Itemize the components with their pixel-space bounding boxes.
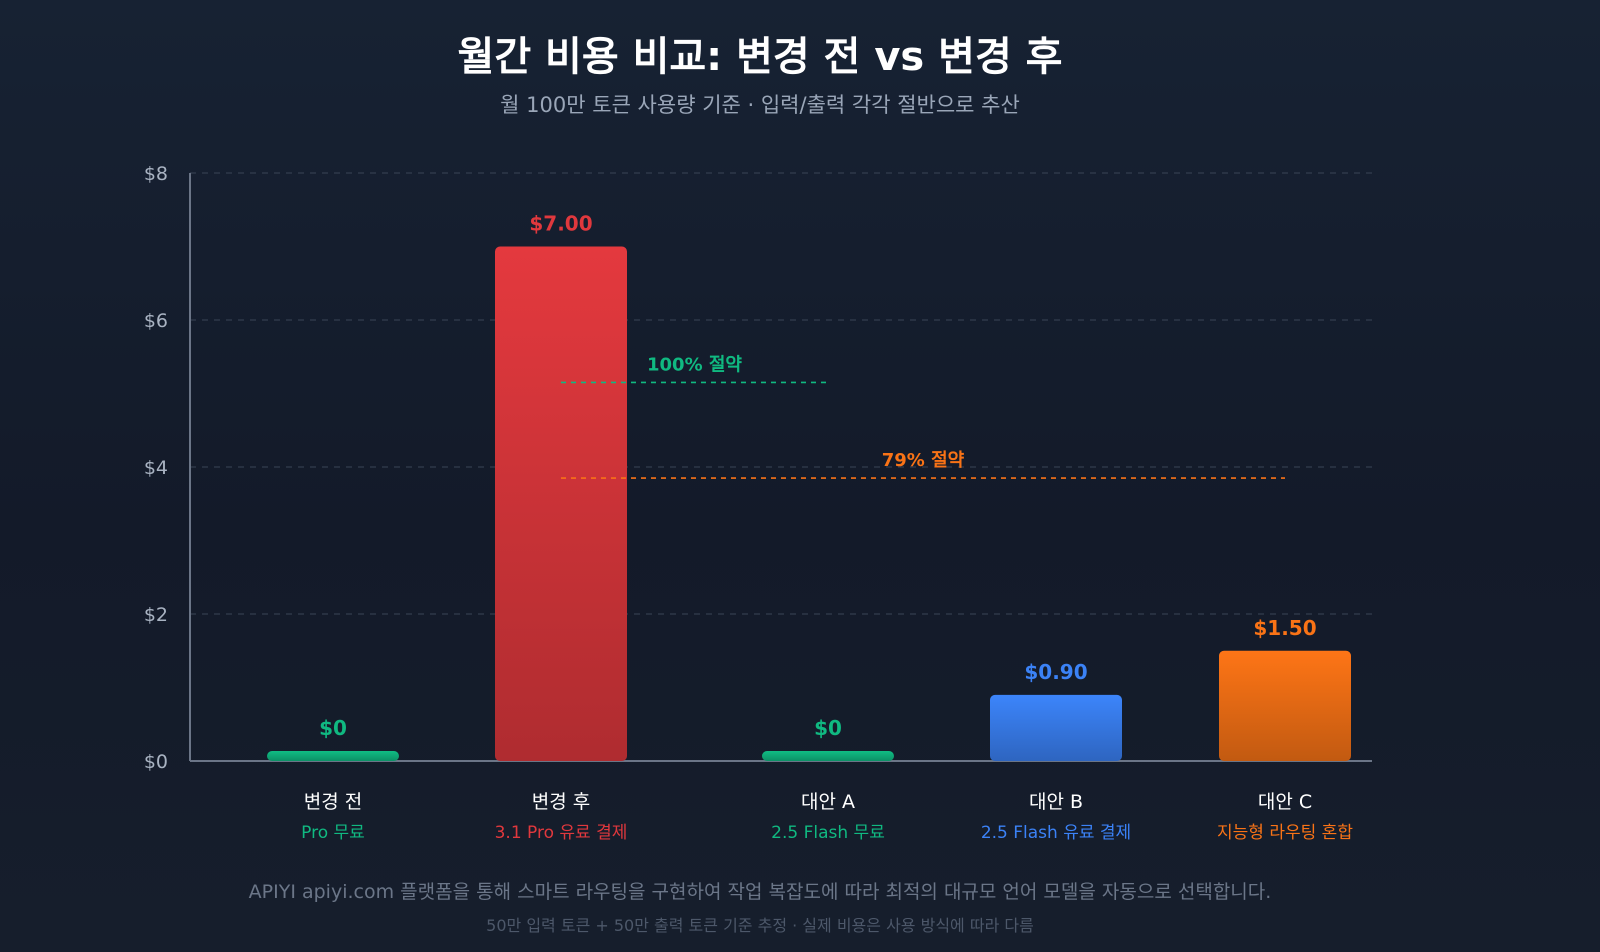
x-tick-sublabel: 2.5 Flash 무료 — [771, 823, 885, 843]
annotation-layer: 100% 절약 79% 절약 — [561, 353, 1285, 479]
bar — [762, 751, 894, 761]
x-tick-label: 대안 C — [1258, 791, 1312, 813]
footer-note: APIYI apiyi.com 플랫폼을 통해 스마트 라우팅을 구현하여 작업… — [249, 881, 1272, 903]
savings-label: 100% 절약 — [647, 353, 742, 375]
y-tick-label: $2 — [144, 604, 168, 626]
bar — [990, 694, 1122, 761]
y-tick-label: $4 — [144, 457, 168, 479]
data-label: $1.50 — [1253, 616, 1316, 640]
bar — [1219, 650, 1351, 761]
y-tick-label: $6 — [144, 310, 168, 332]
data-label: $7.00 — [529, 212, 592, 236]
savings-label: 79% 절약 — [882, 449, 965, 471]
x-tick-sublabel: 3.1 Pro 유료 결제 — [495, 823, 628, 843]
grid-layer: $0 $2 $4 $6 $8 — [144, 163, 1372, 773]
y-tick-label: $0 — [144, 751, 168, 773]
x-tick-sublabel: Pro 무료 — [301, 823, 365, 843]
x-tick-label: 대안 B — [1029, 791, 1083, 813]
bar-layer — [267, 246, 1351, 761]
footer-disclaimer: 50만 입력 토큰 + 50만 출력 토큰 기준 추정 · 실제 비용은 사용 … — [486, 916, 1034, 935]
x-tick-sublabel: 2.5 Flash 유료 결제 — [981, 823, 1131, 843]
bar — [267, 751, 399, 761]
chart-title: 월간 비용 비교: 변경 전 vs 변경 후 — [458, 34, 1063, 80]
data-label: $0.90 — [1024, 660, 1087, 684]
x-tick-label: 변경 전 — [304, 791, 362, 813]
data-label: $0 — [319, 716, 347, 740]
y-tick-label: $8 — [144, 163, 168, 185]
x-tick-label: 대안 A — [801, 791, 855, 813]
bar — [495, 246, 627, 761]
x-tick-label: 변경 후 — [532, 791, 590, 813]
x-tick-sublabel: 지능형 라우팅 혼합 — [1217, 823, 1353, 843]
data-label: $0 — [814, 716, 842, 740]
chart-subtitle: 월 100만 토큰 사용량 기준 · 입력/출력 각각 절반으로 추산 — [500, 93, 1020, 117]
label-layer: $0 변경 전 Pro 무료 $7.00 변경 후 3.1 Pro 유료 결제 $0 대안 A… — [301, 212, 1353, 844]
